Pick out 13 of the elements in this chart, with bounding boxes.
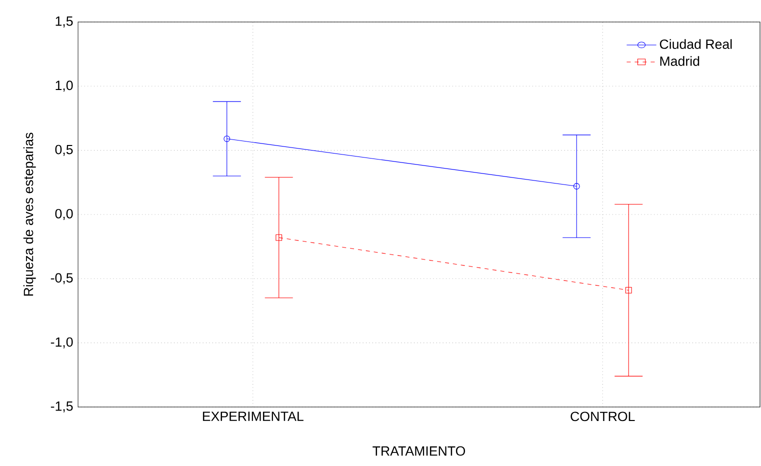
y-tick-label: -1,0 <box>50 337 73 348</box>
y-tick-label: 1,5 <box>56 16 73 28</box>
legend-label: Madrid <box>660 56 700 66</box>
x-tick-label: EXPERIMENTAL <box>202 412 304 421</box>
x-axis-title: TRATAMIENTO <box>372 446 466 456</box>
y-tick-label: -1,5 <box>50 402 73 412</box>
x-tick-label: CONTROL <box>570 412 635 422</box>
y-tick-label: 1,0 <box>56 80 73 92</box>
y-tick-label: -0,5 <box>50 273 73 284</box>
legend-label: Ciudad Real <box>660 39 732 49</box>
y-tick-label: 0,5 <box>55 144 73 156</box>
y-tick-label: 0,0 <box>55 208 73 220</box>
y-axis-title: Riqueza de aves esteparias <box>23 132 36 296</box>
